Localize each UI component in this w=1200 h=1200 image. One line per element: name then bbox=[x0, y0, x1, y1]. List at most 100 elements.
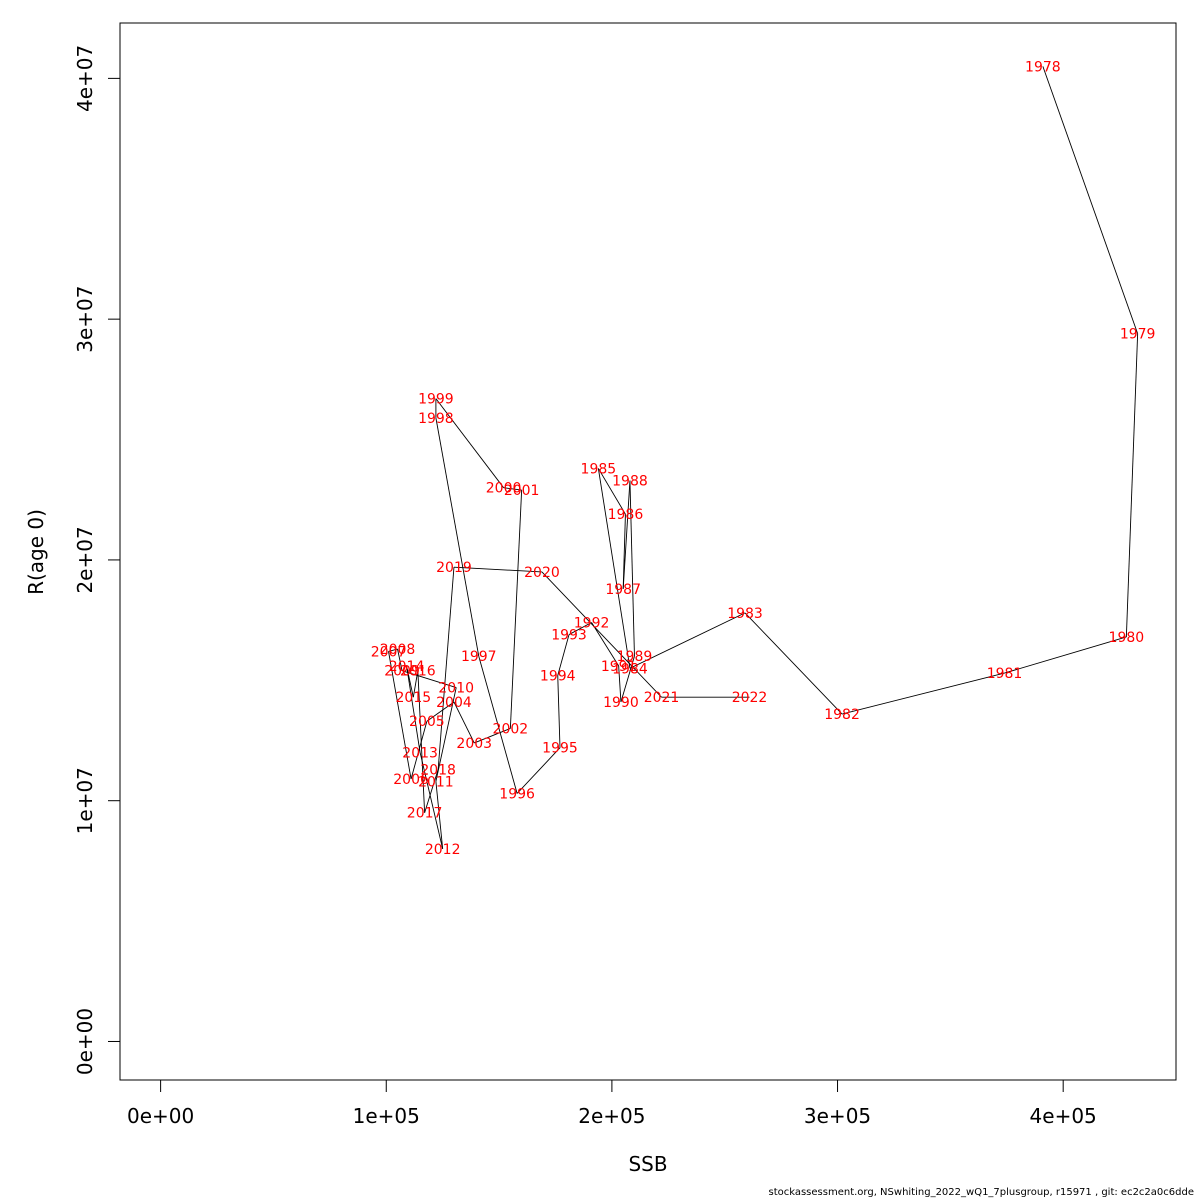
point-label-1998: 1998 bbox=[418, 411, 454, 427]
point-label-1994: 1994 bbox=[540, 668, 576, 684]
segment-1982-1983 bbox=[744, 612, 843, 715]
segment-1997-1998 bbox=[435, 417, 480, 657]
point-label-1989: 1989 bbox=[617, 649, 653, 665]
segment-2008-2009 bbox=[397, 648, 403, 671]
point-label-1995: 1995 bbox=[542, 741, 578, 757]
y-axis: 0e+00 1e+07 2e+07 3e+07 4e+07 bbox=[73, 45, 121, 1075]
point-label-1990: 1990 bbox=[603, 695, 639, 711]
x-tick-label: 0e+00 bbox=[127, 1104, 194, 1128]
point-label-1993: 1993 bbox=[551, 628, 587, 644]
point-label-2016: 2016 bbox=[400, 664, 436, 680]
point-label-2004: 2004 bbox=[436, 695, 472, 711]
segment-2016-2017 bbox=[417, 670, 426, 813]
segment-1988-1989 bbox=[629, 480, 635, 657]
segment-1991-1992 bbox=[591, 622, 620, 667]
segment-2019-2020 bbox=[453, 566, 542, 573]
point-label-2013: 2013 bbox=[402, 746, 438, 762]
point-label-1979: 1979 bbox=[1120, 327, 1156, 343]
point-label-1988: 1988 bbox=[612, 473, 648, 489]
segment-1993-1994 bbox=[557, 634, 570, 676]
segment-1994-1995 bbox=[557, 675, 561, 748]
segment-1983-1984 bbox=[629, 612, 746, 669]
segment-2005-2006 bbox=[410, 721, 428, 780]
point-label-2008: 2008 bbox=[380, 642, 416, 658]
y-tick-label: 4e+07 bbox=[73, 45, 97, 112]
point-label-2020: 2020 bbox=[524, 565, 560, 581]
year-labels: 1978 1979 1980 1981 1982 1983 1984 1985 1986 1987… bbox=[371, 59, 1156, 858]
y-tick-label: 3e+07 bbox=[73, 286, 97, 353]
point-label-2019: 2019 bbox=[436, 560, 472, 576]
x-tick-label: 2e+05 bbox=[578, 1104, 645, 1128]
segment-2009-2010 bbox=[401, 670, 457, 688]
segment-1989-1990 bbox=[620, 656, 635, 703]
segment-1980-1981 bbox=[1004, 636, 1127, 674]
point-label-1981: 1981 bbox=[987, 666, 1023, 682]
segment-1981-1982 bbox=[841, 672, 1005, 715]
segment-2020-2021 bbox=[541, 571, 662, 698]
segment-1999-2000 bbox=[435, 398, 504, 488]
point-label-2002: 2002 bbox=[493, 721, 529, 737]
y-axis-title: R(age 0) bbox=[24, 509, 48, 595]
point-label-2012: 2012 bbox=[425, 842, 461, 858]
point-label-1978: 1978 bbox=[1025, 59, 1061, 75]
point-label-1991: 1991 bbox=[601, 659, 637, 675]
series-lines bbox=[388, 66, 1139, 849]
point-label-2022: 2022 bbox=[732, 690, 768, 706]
point-label-1996: 1996 bbox=[499, 786, 535, 802]
point-label-2017: 2017 bbox=[407, 806, 443, 822]
segment-2017-2018 bbox=[424, 769, 439, 813]
segment-2013-2014 bbox=[406, 665, 421, 753]
y-tick-label: 2e+07 bbox=[73, 526, 97, 593]
point-label-1985: 1985 bbox=[581, 461, 617, 477]
segment-2007-2008 bbox=[388, 648, 398, 652]
footer-credit: stockassessment.org, NSwhiting_2022_wQ1_… bbox=[768, 1187, 1194, 1198]
segment-1992-1993 bbox=[568, 622, 592, 635]
point-label-2006: 2006 bbox=[393, 772, 429, 788]
plot-frame bbox=[119, 22, 1177, 1081]
point-label-2003: 2003 bbox=[456, 736, 492, 752]
x-tick-label: 4e+05 bbox=[1030, 1104, 1097, 1128]
point-label-1986: 1986 bbox=[608, 507, 644, 523]
segment-2003-2004 bbox=[453, 701, 475, 744]
point-label-2015: 2015 bbox=[396, 690, 432, 706]
segment-2012-2013 bbox=[419, 752, 444, 849]
point-label-2014: 2014 bbox=[389, 659, 425, 675]
segment-1985-1986 bbox=[597, 468, 626, 515]
point-label-1992: 1992 bbox=[574, 616, 610, 632]
point-label-2021: 2021 bbox=[644, 690, 680, 706]
segment-2004-2005 bbox=[426, 701, 455, 722]
segment-1996-1997 bbox=[478, 656, 518, 794]
point-label-2009: 2009 bbox=[384, 664, 420, 680]
point-label-1987: 1987 bbox=[605, 582, 641, 598]
segment-2015-2016 bbox=[412, 670, 419, 698]
y-tick-label: 0e+00 bbox=[73, 1008, 97, 1075]
point-label-1999: 1999 bbox=[418, 392, 454, 408]
point-label-1983: 1983 bbox=[727, 606, 763, 622]
point-label-1997: 1997 bbox=[461, 649, 497, 665]
segment-2006-2007 bbox=[388, 651, 412, 780]
segment-2001-2002 bbox=[509, 490, 523, 729]
segment-2011-2012 bbox=[435, 781, 444, 849]
y-tick-label: 1e+07 bbox=[73, 767, 97, 834]
segment-2002-2003 bbox=[474, 728, 511, 744]
point-label-2001: 2001 bbox=[504, 483, 540, 499]
segment-1995-1996 bbox=[516, 747, 561, 794]
x-tick-label: 1e+05 bbox=[353, 1104, 420, 1128]
point-label-1980: 1980 bbox=[1109, 630, 1145, 646]
segment-1990-1991 bbox=[618, 665, 622, 703]
point-label-2007: 2007 bbox=[371, 644, 407, 660]
segment-1978-1979 bbox=[1042, 66, 1139, 334]
point-label-2018: 2018 bbox=[420, 762, 456, 778]
point-label-1982: 1982 bbox=[824, 707, 860, 723]
segment-2000-2001 bbox=[503, 487, 522, 491]
segment-2014-2015 bbox=[406, 665, 414, 698]
segment-1984-1985 bbox=[597, 468, 631, 669]
segment-2010-2011 bbox=[435, 687, 457, 782]
segment-2018-2019 bbox=[437, 567, 455, 770]
x-tick-label: 3e+05 bbox=[804, 1104, 871, 1128]
segment-1979-1980 bbox=[1125, 333, 1139, 637]
point-label-1984: 1984 bbox=[612, 661, 648, 677]
x-axis: 0e+00 1e+05 2e+05 3e+05 4e+05 bbox=[127, 1079, 1097, 1128]
point-label-2000: 2000 bbox=[486, 481, 522, 497]
